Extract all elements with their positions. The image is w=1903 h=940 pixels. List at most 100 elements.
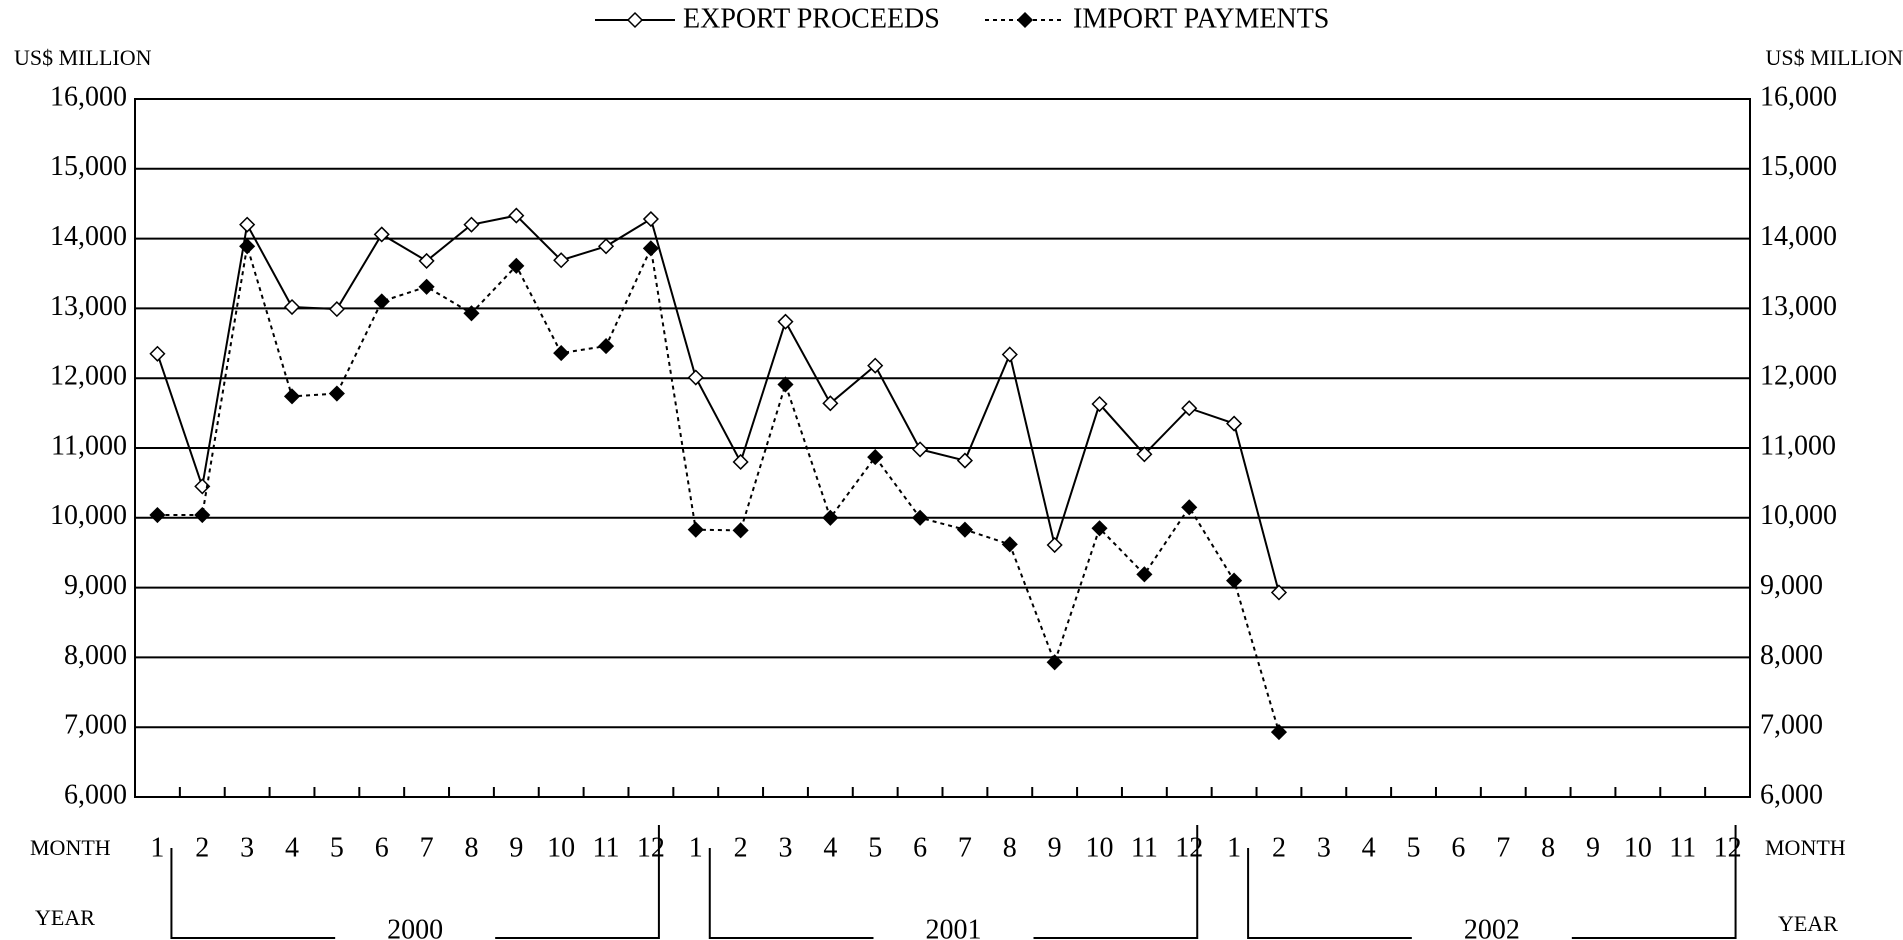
marker bbox=[687, 369, 704, 386]
marker bbox=[867, 449, 884, 466]
marker bbox=[1091, 395, 1108, 413]
x-tick-label: 2 bbox=[195, 832, 209, 863]
marker bbox=[508, 257, 525, 274]
left-axis-label: US$ MILLION bbox=[14, 45, 152, 70]
y-tick-label: 15,000 bbox=[50, 151, 127, 182]
y-tick-label: 6,000 bbox=[64, 779, 127, 810]
x-tick-label: 6 bbox=[1451, 832, 1465, 863]
x-tick-label: 3 bbox=[1317, 832, 1331, 863]
x-tick-label: 6 bbox=[375, 832, 389, 863]
marker bbox=[912, 441, 929, 458]
marker bbox=[463, 216, 480, 233]
x-tick-label: 11 bbox=[1669, 832, 1696, 863]
y2-tick-label: 12,000 bbox=[1760, 361, 1837, 392]
x-tick-label: 5 bbox=[868, 832, 882, 863]
y-tick-label: 16,000 bbox=[50, 81, 127, 112]
marker bbox=[149, 345, 166, 362]
y2-tick-label: 9,000 bbox=[1760, 570, 1823, 601]
x-tick-label: 10 bbox=[1624, 832, 1652, 863]
marker bbox=[1226, 415, 1243, 432]
marker bbox=[642, 210, 659, 228]
marker bbox=[822, 395, 839, 412]
x-tick-label: 7 bbox=[420, 832, 434, 863]
y2-tick-label: 10,000 bbox=[1760, 500, 1837, 531]
year-bracket bbox=[170, 825, 660, 939]
marker bbox=[642, 240, 659, 257]
y-tick-label: 7,000 bbox=[64, 710, 127, 741]
marker bbox=[597, 338, 615, 355]
x-tick-label: 2 bbox=[1272, 832, 1286, 863]
y-tick-label: 10,000 bbox=[50, 500, 127, 531]
marker bbox=[239, 216, 256, 233]
marker bbox=[553, 345, 570, 362]
x-tick-label: 12 bbox=[637, 832, 665, 863]
marker bbox=[597, 238, 615, 255]
marker bbox=[283, 298, 301, 316]
x-tick-label: 8 bbox=[1003, 832, 1017, 863]
x-tick-label: 1 bbox=[689, 832, 703, 863]
y-tick-label: 9,000 bbox=[64, 570, 127, 601]
x-tick-label: 10 bbox=[547, 832, 575, 863]
marker bbox=[822, 509, 839, 526]
marker bbox=[1001, 536, 1018, 553]
marker bbox=[373, 226, 390, 243]
marker bbox=[1136, 446, 1153, 463]
x-tick-label: 9 bbox=[509, 832, 523, 863]
marker bbox=[194, 478, 211, 495]
x-tick-label: 10 bbox=[1086, 832, 1114, 863]
x-tick-label: 12 bbox=[1175, 832, 1203, 863]
marker bbox=[1046, 536, 1063, 554]
x-tick-label: 1 bbox=[1227, 832, 1241, 863]
x-tick-label: 9 bbox=[1048, 832, 1062, 863]
x-tick-label: 6 bbox=[913, 832, 927, 863]
marker bbox=[1136, 566, 1153, 583]
x-tick-label: 4 bbox=[1362, 832, 1376, 863]
marker bbox=[463, 305, 480, 322]
y-tick-label: 14,000 bbox=[50, 221, 127, 252]
x-tick-label: 4 bbox=[285, 832, 299, 863]
y2-tick-label: 16,000 bbox=[1760, 81, 1837, 112]
marker bbox=[1046, 654, 1063, 671]
marker bbox=[1091, 520, 1108, 537]
x-tick-label: 7 bbox=[958, 832, 972, 863]
x-tick-label: 11 bbox=[593, 832, 620, 863]
x-tick-label: 5 bbox=[330, 832, 344, 863]
marker bbox=[1001, 346, 1018, 363]
year-label: YEAR bbox=[1778, 911, 1838, 936]
marker bbox=[283, 388, 301, 405]
y2-tick-label: 11,000 bbox=[1760, 430, 1836, 461]
legend-marker bbox=[1016, 11, 1034, 29]
y2-tick-label: 13,000 bbox=[1760, 291, 1837, 322]
series-line bbox=[156, 214, 1280, 593]
x-tick-label: 3 bbox=[778, 832, 792, 863]
month-label: MONTH bbox=[30, 835, 111, 860]
year-tick-label: 2002 bbox=[1464, 914, 1520, 940]
marker bbox=[553, 252, 570, 269]
marker bbox=[956, 452, 973, 469]
marker bbox=[1270, 724, 1288, 741]
x-tick-label: 3 bbox=[240, 832, 254, 863]
marker bbox=[912, 509, 929, 526]
marker bbox=[149, 506, 166, 524]
marker bbox=[328, 301, 345, 318]
y2-tick-label: 15,000 bbox=[1760, 151, 1837, 182]
year-bracket bbox=[708, 825, 1199, 939]
x-tick-label: 9 bbox=[1586, 832, 1600, 863]
marker bbox=[956, 521, 973, 538]
marker bbox=[777, 313, 794, 330]
y-tick-label: 11,000 bbox=[51, 430, 127, 461]
year-bracket bbox=[1247, 825, 1737, 939]
x-tick-label: 8 bbox=[464, 832, 478, 863]
x-tick-label: 11 bbox=[1131, 832, 1158, 863]
year-label: YEAR bbox=[35, 905, 95, 930]
marker bbox=[867, 357, 884, 374]
marker bbox=[373, 293, 390, 310]
y2-tick-label: 14,000 bbox=[1760, 221, 1837, 252]
right-axis-label: US$ MILLION bbox=[1766, 45, 1903, 70]
x-tick-label: 2 bbox=[734, 832, 748, 863]
x-tick-label: 8 bbox=[1541, 832, 1555, 863]
marker bbox=[239, 238, 256, 255]
marker bbox=[1181, 499, 1198, 516]
marker bbox=[1226, 572, 1243, 589]
